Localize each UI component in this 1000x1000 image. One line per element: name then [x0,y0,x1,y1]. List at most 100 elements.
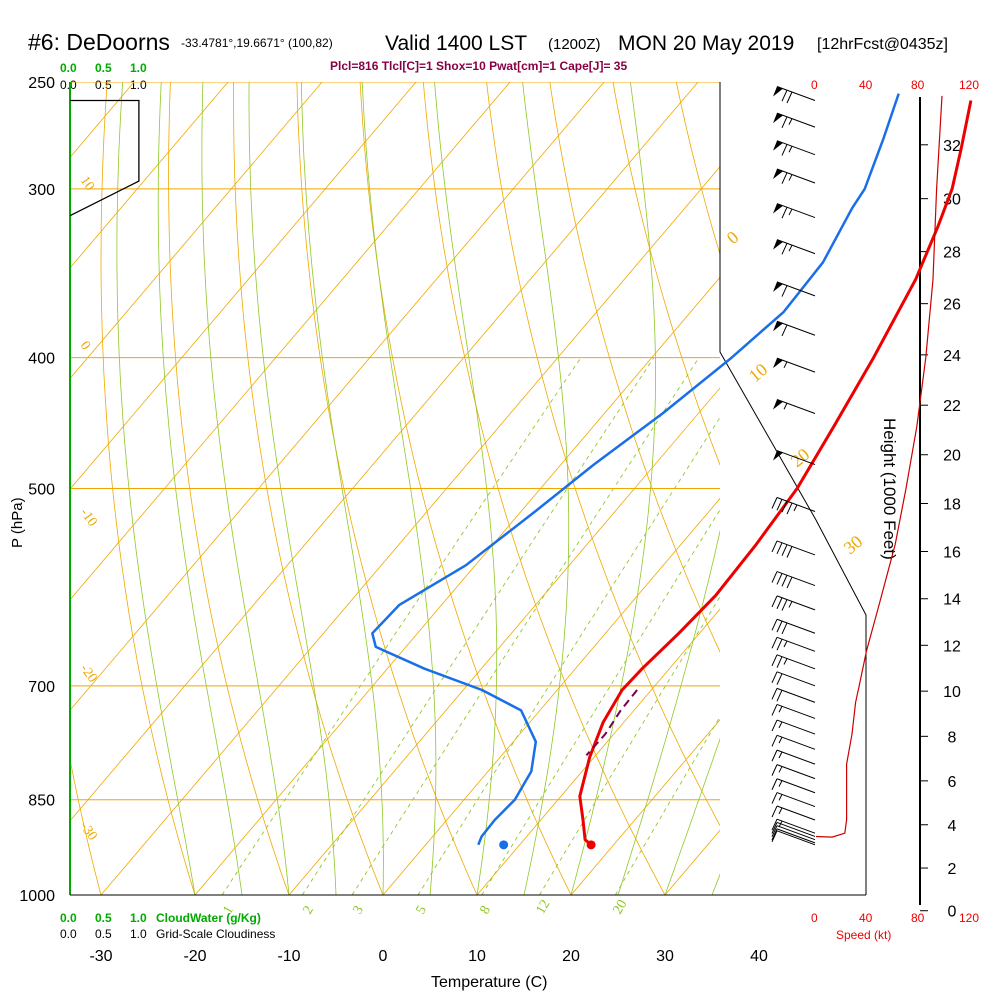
dry-adiabat-label: 0 [77,339,93,353]
dry-adiabat [70,757,102,895]
wind-barb-full [781,622,788,635]
isotherm-line [70,82,323,380]
speed-label: Speed (kt) [836,928,891,942]
wind-barb-staff [776,687,816,703]
dry-adiabat [422,82,666,895]
isotherm-line [853,82,1000,895]
wind-barb-staff [776,140,816,156]
dry-adiabat [612,82,720,466]
temperature-tick-label: 40 [750,948,768,965]
speed-tick-bottom-1: 40 [859,911,873,925]
surface-temperature-point [586,840,596,850]
plot-frame [719,82,867,895]
wind-barb-full [781,575,788,587]
moist-adiabat [248,82,337,895]
wind-barb-full [776,499,783,511]
pressure-tick-label: 500 [28,482,55,499]
wind-barb-staff [776,497,816,512]
moist-adiabat-label: 0 [723,227,743,248]
height-tick-label: 26 [943,297,961,314]
wind-barb-staff [776,540,816,556]
temperature-tick-label: 10 [468,948,486,965]
wind-barb-full [786,502,793,515]
wind-barb-staff [776,86,816,101]
cloud-green-bottom-2: 1.0 [130,911,147,925]
moist-adiabat [570,82,656,895]
height-tick-label: 10 [943,684,961,701]
wind-barb-staff [776,571,816,587]
moist-adiabat [361,82,437,895]
temperature-tick-label: -20 [183,948,206,965]
wind-barb-flag [773,358,783,369]
cloudiness-profile [69,99,140,217]
wind-barb-half [783,402,788,410]
wind-barb-half [788,208,793,216]
wind-barb-half [778,751,783,759]
wind-barb-staff [776,749,816,765]
height-tick-label: 16 [943,544,961,561]
wind-barb [773,86,816,104]
isotherm-line [382,497,720,895]
wind-barb-half [783,658,788,665]
wind-barb-full [781,544,788,556]
cloud-green-bottom-0: 0.0 [60,911,77,925]
wind-barb [771,703,816,719]
wind-barb-staff [776,764,816,780]
wind-barb-staff [776,671,816,687]
wind-barb-full [776,620,783,633]
y-axis-label: P (hPa) [9,497,26,548]
height-tick-label: 32 [943,138,961,155]
speed-scale: 0 40 80 120 0 40 80 120 Speed (kt) [811,78,979,942]
cloud-black-bottom-0: 0.0 [60,927,77,941]
wind-barb [771,778,816,794]
mixing-ratio-label: 8 [477,903,493,917]
wind-barb-flag [773,399,783,410]
moist-adiabat [522,82,570,895]
wind-barb-staff [776,203,816,219]
wind-barb-full [771,819,778,831]
speed-tick-bottom-2: 80 [911,911,925,925]
dry-adiabat-label: -10 [77,506,100,530]
wind-barb-half [778,780,783,787]
height-tick-label: 14 [943,592,961,609]
wind-barb-full [776,542,783,555]
height-tick-label: 18 [943,496,961,513]
site-title: #6: DeDoorns [28,29,170,55]
dry-adiabat-label: -20 [77,662,100,686]
wind-barb-half [793,504,798,512]
wind-barb-staff [776,112,816,128]
cloud-black-top-0: 0.0 [60,78,77,92]
height-axis-label: Height (1000 Feet) [880,418,899,560]
isotherm-line [759,82,1000,895]
wind-barb-flag [773,450,783,461]
wind-speed-profile [815,95,943,838]
speed-tick-bottom-3: 120 [959,911,979,925]
height-tick-label: 2 [948,861,957,878]
wind-barb-full [771,637,778,649]
wind-barb-staff [776,654,816,670]
moist-adiabat [157,82,243,895]
dry-adiabat [803,82,1000,895]
height-tick-label: 6 [948,774,957,791]
wind-barb [773,357,816,373]
pressure-tick-label: 250 [28,75,55,92]
isotherm-line [476,608,720,895]
wind-barb-staff [776,818,816,834]
dry-adiabat [0,82,7,895]
wind-barb-full [781,207,788,219]
wind-barb-flag [773,239,783,250]
cloud-scale-top: 0.0 0.5 1.0 0.0 0.5 1.0 [60,61,147,92]
temperature-tick-label: -10 [277,948,300,965]
cloud-black-top-2: 1.0 [130,78,147,92]
wind-barb-full [786,546,793,558]
cloud-green-top-2: 1.0 [130,61,147,75]
wind-barb-full [781,285,788,297]
temperature-tick-label: 30 [656,948,674,965]
wind-barb-staff [776,320,816,336]
wind-barb-full [771,654,778,667]
pressure-tick-label: 400 [28,351,55,368]
speed-tick-top-1: 40 [859,78,873,92]
wind-barb-full [771,704,778,716]
wind-barb-full [771,497,778,509]
